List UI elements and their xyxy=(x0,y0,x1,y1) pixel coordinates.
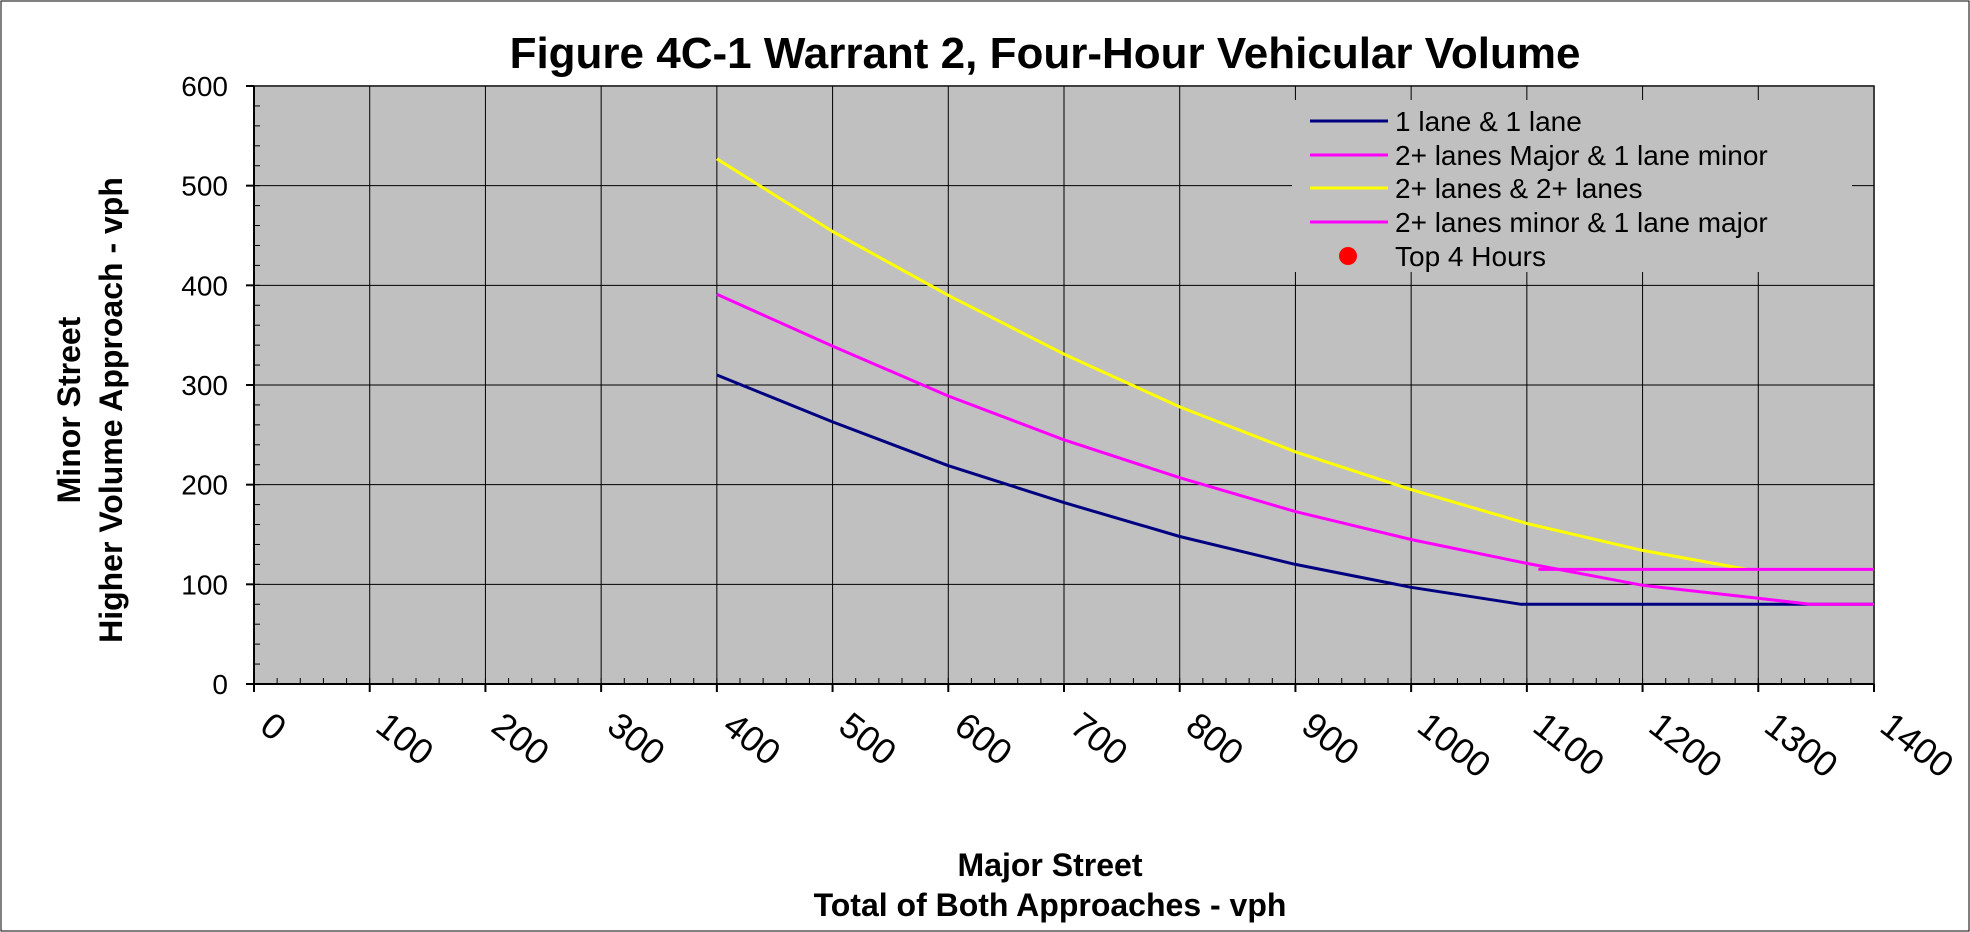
legend-label-2-lanes-minor-1-lane-major: 2+ lanes minor & 1 lane major xyxy=(1395,207,1768,238)
y-tick-label: 500 xyxy=(181,171,228,202)
legend-label-1-lane-1-lane: 1 lane & 1 lane xyxy=(1395,106,1582,137)
y-tick-labels: 0 100 200 300 400 500 600 xyxy=(181,71,228,700)
series-line-2-lanes-2-lanes xyxy=(716,157,1747,571)
legend-label-2-lanes-2-lanes: 2+ lanes & 2+ lanes xyxy=(1395,173,1643,204)
y-tick-label: 200 xyxy=(181,470,228,501)
series-line-1-lane-1-lane xyxy=(716,373,1874,606)
chart-title: Figure 4C-1 Warrant 2, Four-Hour Vehicul… xyxy=(510,29,1581,78)
legend: 1 lane & 1 lane 2+ lanes Major & 1 lane … xyxy=(1292,100,1852,272)
y-tick-label: 0 xyxy=(212,669,228,700)
x-axis-title-line1: Major Street xyxy=(958,847,1143,883)
legend-marker-top-4-hours xyxy=(1339,247,1357,265)
grid-lines xyxy=(253,85,1875,685)
y-axis-title-line1: Minor Street xyxy=(51,316,87,503)
y-tick-label: 100 xyxy=(181,569,228,600)
x-axis-title-line2: Total of Both Approaches - vph xyxy=(814,887,1287,923)
y-axis-title-line2: Higher Volume Approach - vph xyxy=(93,177,129,643)
y-tick-label: 600 xyxy=(181,71,228,102)
legend-box xyxy=(1292,100,1852,272)
y-tick-label: 400 xyxy=(181,270,228,301)
legend-label-2-lanes-major-1-lane-minor: 2+ lanes Major & 1 lane minor xyxy=(1395,140,1768,171)
y-tick-label: 300 xyxy=(181,370,228,401)
series-lines xyxy=(716,157,1874,606)
axes xyxy=(253,86,1874,685)
legend-label-top-4-hours: Top 4 Hours xyxy=(1395,241,1546,272)
series-line-2-lanes-major-1-lane-minor xyxy=(716,292,1874,606)
